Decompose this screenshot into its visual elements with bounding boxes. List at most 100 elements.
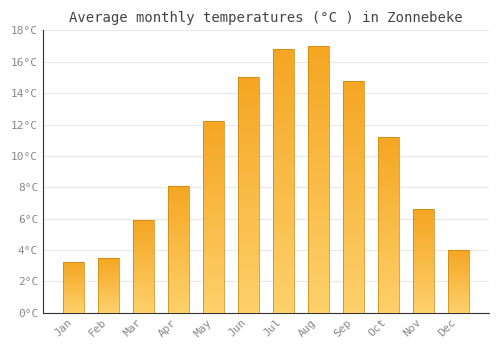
Bar xyxy=(343,99,364,104)
Bar xyxy=(168,254,189,257)
Bar xyxy=(133,266,154,268)
Bar xyxy=(98,296,119,297)
Bar xyxy=(273,228,294,233)
Bar xyxy=(412,236,434,238)
Bar xyxy=(378,204,398,207)
Bar xyxy=(63,301,84,302)
Bar xyxy=(308,291,329,297)
Bar xyxy=(412,308,434,310)
Bar xyxy=(308,228,329,233)
Bar xyxy=(238,237,259,242)
Bar xyxy=(273,155,294,160)
Bar xyxy=(308,211,329,217)
Bar xyxy=(168,302,189,305)
Bar xyxy=(273,297,294,302)
Bar xyxy=(238,167,259,172)
Bar xyxy=(203,305,224,309)
Bar xyxy=(273,207,294,212)
Bar xyxy=(412,269,434,271)
Bar xyxy=(412,209,434,211)
Bar xyxy=(308,89,329,94)
Bar xyxy=(98,262,119,263)
Bar xyxy=(343,261,364,266)
Bar xyxy=(63,292,84,293)
Bar xyxy=(63,289,84,290)
Bar xyxy=(238,233,259,237)
Bar xyxy=(448,254,468,255)
Bar xyxy=(273,176,294,181)
Bar xyxy=(203,133,224,136)
Bar xyxy=(203,202,224,205)
Bar xyxy=(412,257,434,259)
Bar xyxy=(273,181,294,186)
Bar xyxy=(238,270,259,275)
Bar xyxy=(412,298,434,300)
Bar xyxy=(133,239,154,240)
Bar xyxy=(98,286,119,287)
Bar xyxy=(203,229,224,232)
Bar xyxy=(343,173,364,178)
Bar xyxy=(308,222,329,228)
Bar xyxy=(448,303,468,304)
Bar xyxy=(343,104,364,108)
Bar xyxy=(448,251,468,252)
Bar xyxy=(63,278,84,279)
Bar xyxy=(273,107,294,112)
Bar xyxy=(63,294,84,295)
Bar xyxy=(273,239,294,244)
Bar xyxy=(133,307,154,309)
Bar xyxy=(273,302,294,307)
Bar xyxy=(308,169,329,174)
Bar xyxy=(238,247,259,252)
Bar xyxy=(273,265,294,271)
Bar xyxy=(63,275,84,276)
Bar xyxy=(63,284,84,285)
Bar xyxy=(238,129,259,134)
Bar xyxy=(343,238,364,243)
Bar xyxy=(412,228,434,230)
Bar xyxy=(168,234,189,237)
Bar xyxy=(448,279,468,280)
Bar xyxy=(168,282,189,285)
Bar xyxy=(238,87,259,92)
Bar xyxy=(448,305,468,306)
Bar xyxy=(412,280,434,282)
Bar xyxy=(448,255,468,256)
Bar xyxy=(168,188,189,191)
Bar xyxy=(273,149,294,155)
Bar xyxy=(133,222,154,224)
Bar xyxy=(133,274,154,276)
Bar xyxy=(308,158,329,163)
Bar xyxy=(63,303,84,304)
Bar xyxy=(273,186,294,191)
Bar xyxy=(203,167,224,171)
Bar xyxy=(273,60,294,65)
Bar xyxy=(378,306,398,309)
Bar xyxy=(343,80,364,313)
Bar xyxy=(238,242,259,247)
Bar xyxy=(343,94,364,99)
Bar xyxy=(448,304,468,305)
Bar xyxy=(273,218,294,223)
Bar xyxy=(308,57,329,62)
Bar xyxy=(168,305,189,308)
Bar xyxy=(168,272,189,274)
Bar xyxy=(343,229,364,234)
Bar xyxy=(203,179,224,183)
Bar xyxy=(203,187,224,190)
Bar xyxy=(308,99,329,105)
Bar xyxy=(412,246,434,248)
Bar xyxy=(378,190,398,193)
Bar xyxy=(343,308,364,313)
Bar xyxy=(133,287,154,289)
Bar xyxy=(273,112,294,118)
Bar xyxy=(343,280,364,285)
Bar xyxy=(378,243,398,246)
Bar xyxy=(378,281,398,285)
Bar xyxy=(133,289,154,290)
Bar xyxy=(98,293,119,294)
Bar xyxy=(343,299,364,303)
Bar xyxy=(203,286,224,290)
Bar xyxy=(63,299,84,300)
Bar xyxy=(238,204,259,209)
